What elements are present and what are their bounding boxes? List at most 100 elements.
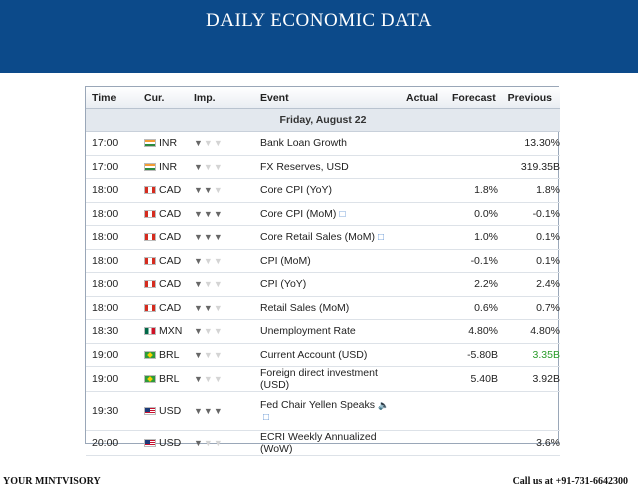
- event-name[interactable]: ECRI Weekly Annualized (WoW): [260, 431, 377, 455]
- table-row[interactable]: 19:30 USD ▼▼▼ Fed Chair Yellen Speaks 🔈 □: [86, 391, 560, 431]
- col-header-importance[interactable]: Imp.: [188, 87, 254, 109]
- table-row[interactable]: 19:00 BRL ▼▼▼ Current Account (USD) -5.80B 3.…: [86, 343, 560, 367]
- col-header-forecast[interactable]: Forecast: [446, 87, 498, 109]
- page-title: DAILY ECONOMIC DATA: [206, 10, 432, 31]
- event-importance: ▼▼▼: [188, 366, 254, 392]
- event-name[interactable]: Foreign direct investment (USD): [260, 367, 378, 391]
- table-row[interactable]: 18:00 CAD ▼▼▼ Core CPI (MoM) □ 0.0% -0.1%: [86, 202, 560, 226]
- event-name[interactable]: Fed Chair Yellen Speaks: [260, 399, 375, 411]
- col-header-time[interactable]: Time: [86, 87, 138, 109]
- col-header-currency[interactable]: Cur.: [138, 87, 188, 109]
- table-row[interactable]: 18:00 CAD ▼▼▼ Core CPI (YoY) 1.8% 1.8%: [86, 178, 560, 203]
- event-importance: ▼▼▼: [188, 272, 254, 297]
- table-row[interactable]: 18:00 CAD ▼▼▼ CPI (YoY) 2.2% 2.4%: [86, 272, 560, 297]
- event-name[interactable]: Retail Sales (MoM): [260, 301, 350, 314]
- event-name[interactable]: CPI (YoY): [260, 278, 307, 291]
- table-row[interactable]: 18:00 CAD ▼▼▼ Retail Sales (MoM) 0.6% 0.7%: [86, 296, 560, 320]
- event-previous: 0.1%: [498, 225, 560, 250]
- event-time: 19:00: [86, 343, 138, 367]
- event-forecast: 1.0%: [446, 225, 498, 250]
- event-previous: 3.35B: [498, 343, 560, 367]
- event-name[interactable]: Unemployment Rate: [260, 325, 356, 338]
- bull-icon: ▼: [213, 279, 224, 290]
- event-actual: [400, 202, 446, 226]
- us-flag-icon: [144, 407, 156, 415]
- event-forecast: 2.2%: [446, 272, 498, 297]
- event-forecast: 0.0%: [446, 202, 498, 226]
- table-row[interactable]: 18:00 CAD ▼▼▼ CPI (MoM) -0.1% 0.1%: [86, 249, 560, 273]
- event-forecast: [446, 391, 498, 431]
- event-forecast: -0.1%: [446, 249, 498, 273]
- bull-icon: ▼: [213, 374, 224, 384]
- col-header-event[interactable]: Event: [254, 87, 400, 109]
- table-row[interactable]: 17:00 INR ▼▼▼ Bank Loan Growth 13.30%: [86, 131, 560, 156]
- ca-flag-icon: [144, 280, 156, 289]
- mx-flag-icon: [144, 327, 156, 336]
- bull-icon: ▼: [194, 349, 204, 360]
- bull-icon: ▼: [213, 349, 224, 360]
- bull-icon: ▼: [194, 326, 204, 337]
- col-header-actual[interactable]: Actual: [400, 87, 446, 109]
- table-row[interactable]: 19:00 BRL ▼▼▼ Foreign direct investment (US…: [86, 366, 560, 392]
- bull-icon: ▼: [213, 255, 224, 266]
- event-importance: ▼▼▼: [188, 155, 254, 179]
- event-time: 18:00: [86, 202, 138, 226]
- bull-icon: ▼: [194, 208, 204, 219]
- event-name[interactable]: Core CPI (MoM): [260, 207, 337, 220]
- event-time: 18:00: [86, 225, 138, 250]
- event-importance: ▼▼▼: [188, 225, 254, 250]
- event-time: 18:00: [86, 272, 138, 297]
- event-currency-cell: USD: [138, 391, 188, 431]
- event-name[interactable]: CPI (MoM): [260, 254, 311, 267]
- bull-icon: ▼: [194, 232, 204, 243]
- bull-icon: ▼: [203, 279, 214, 290]
- event-previous: 13.30%: [498, 131, 560, 156]
- bull-icon: ▼: [203, 438, 214, 448]
- event-name-cell: CPI (MoM): [254, 249, 400, 273]
- bull-icon: ▼: [213, 438, 224, 448]
- event-actual: [400, 391, 446, 431]
- event-time: 18:00: [86, 178, 138, 203]
- event-name[interactable]: FX Reserves, USD: [260, 160, 349, 173]
- col-header-previous[interactable]: Previous: [498, 87, 560, 109]
- event-actual: [400, 131, 446, 156]
- bull-icon: ▼: [213, 232, 224, 243]
- bull-icon: ▼: [194, 185, 204, 196]
- speaker-icon: 🔈: [378, 400, 390, 410]
- table-row[interactable]: 18:00 CAD ▼▼▼ Core Retail Sales (MoM) □ 1.0% 0…: [86, 225, 560, 250]
- event-currency-cell: CAD: [138, 202, 188, 226]
- event-time: 17:00: [86, 131, 138, 156]
- bull-icon: ▼: [194, 438, 204, 448]
- bull-icon: ▼: [213, 138, 224, 149]
- event-forecast: 0.6%: [446, 296, 498, 320]
- event-currency-cell: BRL: [138, 343, 188, 367]
- event-name-cell: Bank Loan Growth: [254, 131, 400, 156]
- event-time: 17:00: [86, 155, 138, 179]
- event-name[interactable]: Current Account (USD): [260, 348, 368, 361]
- comment-icon[interactable]: □: [377, 232, 384, 244]
- bull-icon: ▼: [203, 138, 214, 149]
- event-name[interactable]: Core Retail Sales (MoM): [260, 231, 375, 244]
- event-forecast: 1.8%: [446, 178, 498, 203]
- event-time: 19:00: [86, 366, 138, 392]
- br-flag-icon: [144, 375, 156, 383]
- bull-icon: ▼: [203, 161, 214, 172]
- event-currency: BRL: [159, 348, 180, 361]
- event-importance: ▼▼▼: [188, 131, 254, 156]
- event-currency: BRL: [159, 373, 180, 385]
- in-flag-icon: [144, 139, 156, 148]
- event-currency-cell: CAD: [138, 249, 188, 273]
- event-actual: [400, 249, 446, 273]
- comment-icon[interactable]: □: [263, 412, 270, 423]
- event-name[interactable]: Bank Loan Growth: [260, 137, 347, 150]
- table-row[interactable]: 20:00 USD ▼▼▼ ECRI Weekly Annualized (WoW) 3…: [86, 430, 560, 456]
- comment-icon[interactable]: □: [339, 208, 346, 220]
- table-row[interactable]: 18:30 MXN ▼▼▼ Unemployment Rate 4.80% 4.80%: [86, 319, 560, 344]
- event-currency: INR: [159, 137, 178, 150]
- event-name-cell: Core Retail Sales (MoM) □: [254, 225, 400, 250]
- economic-calendar-table: Time Cur. Imp. Event Actual Forecast Pre…: [85, 86, 560, 456]
- event-name[interactable]: Core CPI (YoY): [260, 184, 332, 197]
- event-time: 18:30: [86, 319, 138, 344]
- bull-icon: ▼: [203, 255, 214, 266]
- table-row[interactable]: 17:00 INR ▼▼▼ FX Reserves, USD 319.35B: [86, 155, 560, 179]
